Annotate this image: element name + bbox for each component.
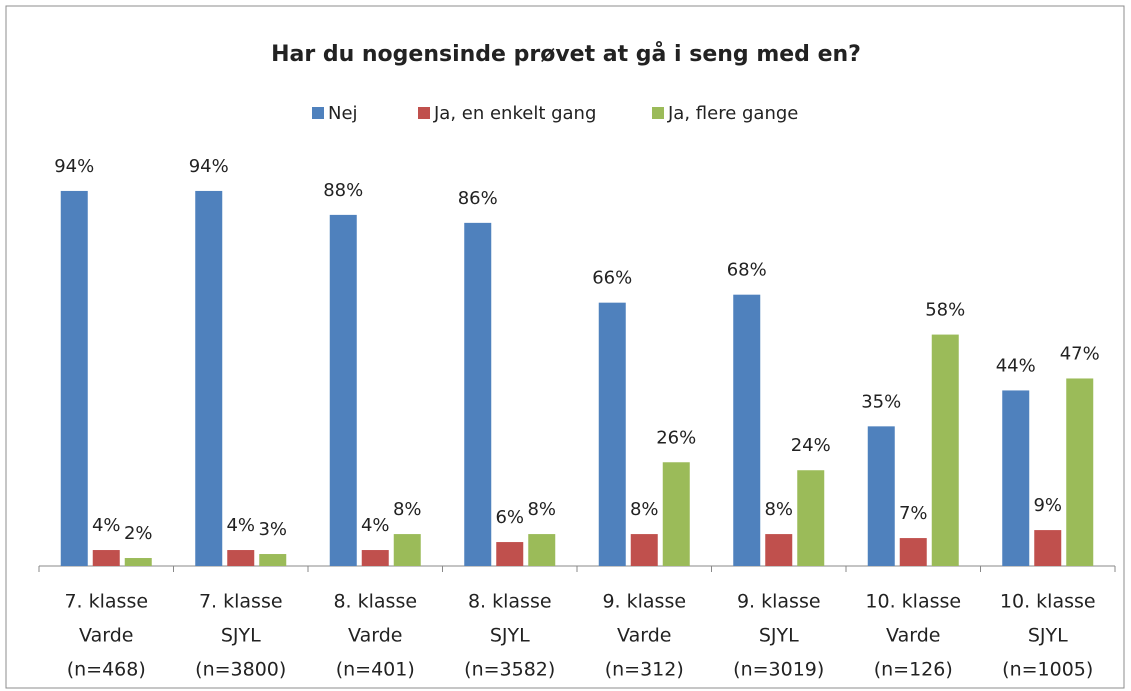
x-tick-label: SJYL	[1028, 625, 1068, 647]
x-tick-label: 8. klasse	[333, 591, 417, 613]
x-tick-label: (n=1005)	[1002, 659, 1093, 681]
x-tick-label: 9. klasse	[737, 591, 821, 613]
value-label: 44%	[996, 355, 1036, 376]
value-label: 8%	[630, 499, 659, 520]
chart-title: Har du nogensinde prøvet at gå i seng me…	[271, 41, 861, 67]
bar	[1066, 378, 1094, 566]
value-label: 8%	[527, 499, 556, 520]
x-tick-label: (n=3019)	[733, 659, 824, 681]
value-label: 2%	[124, 523, 153, 544]
x-tick-label: 7. klasse	[64, 591, 148, 613]
x-tick-label: Varde	[617, 625, 671, 647]
value-label: 9%	[1033, 495, 1062, 516]
x-tick-label: 10. klasse	[865, 591, 961, 613]
x-tick-label: (n=468)	[67, 659, 146, 681]
bar	[528, 534, 556, 566]
bar	[733, 294, 761, 566]
value-label: 88%	[323, 180, 363, 201]
legend-swatch	[652, 107, 664, 119]
bar	[361, 550, 389, 566]
value-label: 4%	[226, 515, 255, 536]
bar	[92, 550, 120, 566]
bar	[496, 542, 524, 566]
x-tick-label: (n=3800)	[195, 659, 286, 681]
value-label: 47%	[1060, 343, 1100, 364]
value-label: 8%	[764, 499, 793, 520]
x-tick-label: Varde	[79, 625, 133, 647]
value-label: 58%	[925, 300, 965, 321]
bar	[195, 190, 223, 566]
bar	[797, 470, 825, 566]
value-label: 8%	[393, 499, 422, 520]
value-label: 4%	[92, 515, 121, 536]
bar	[867, 426, 895, 566]
value-label: 7%	[899, 503, 928, 524]
value-label: 35%	[861, 391, 901, 412]
value-label: 6%	[495, 507, 524, 528]
legend-label: Ja, en enkelt gang	[433, 103, 596, 124]
value-label: 4%	[361, 515, 390, 536]
x-tick-label: Varde	[348, 625, 402, 647]
legend-swatch	[312, 107, 324, 119]
bar	[630, 534, 658, 566]
bar	[1034, 530, 1062, 566]
legend-label: Ja, flere gange	[667, 103, 798, 124]
bar	[765, 534, 793, 566]
x-tick-label: (n=312)	[605, 659, 684, 681]
x-tick-label: (n=126)	[874, 659, 953, 681]
value-label: 86%	[458, 188, 498, 209]
x-tick-label: SJYL	[221, 625, 261, 647]
value-label: 26%	[656, 427, 696, 448]
legend-label: Nej	[328, 103, 358, 124]
value-label: 66%	[592, 268, 632, 289]
bar	[259, 554, 287, 566]
value-label: 24%	[791, 435, 831, 456]
bar	[227, 550, 255, 566]
value-label: 68%	[727, 260, 767, 281]
bar	[899, 538, 927, 566]
x-tick-label: SJYL	[490, 625, 530, 647]
bar	[662, 462, 690, 566]
bar	[931, 334, 959, 566]
legend-swatch	[418, 107, 430, 119]
x-tick-label: (n=3582)	[464, 659, 555, 681]
value-label: 94%	[189, 156, 229, 177]
x-tick-label: 7. klasse	[199, 591, 283, 613]
bar	[464, 222, 492, 567]
bar	[393, 534, 421, 566]
value-label: 94%	[54, 156, 94, 177]
bar	[60, 190, 88, 566]
bar	[1002, 390, 1030, 566]
x-tick-label: 9. klasse	[602, 591, 686, 613]
x-tick-label: Varde	[886, 625, 940, 647]
x-tick-label: 10. klasse	[1000, 591, 1096, 613]
bar	[329, 214, 357, 566]
x-tick-label: (n=401)	[336, 659, 415, 681]
x-tick-label: SJYL	[759, 625, 799, 647]
value-label: 3%	[258, 519, 287, 540]
x-tick-label: 8. klasse	[468, 591, 552, 613]
bar	[124, 558, 152, 566]
bar	[598, 302, 626, 566]
